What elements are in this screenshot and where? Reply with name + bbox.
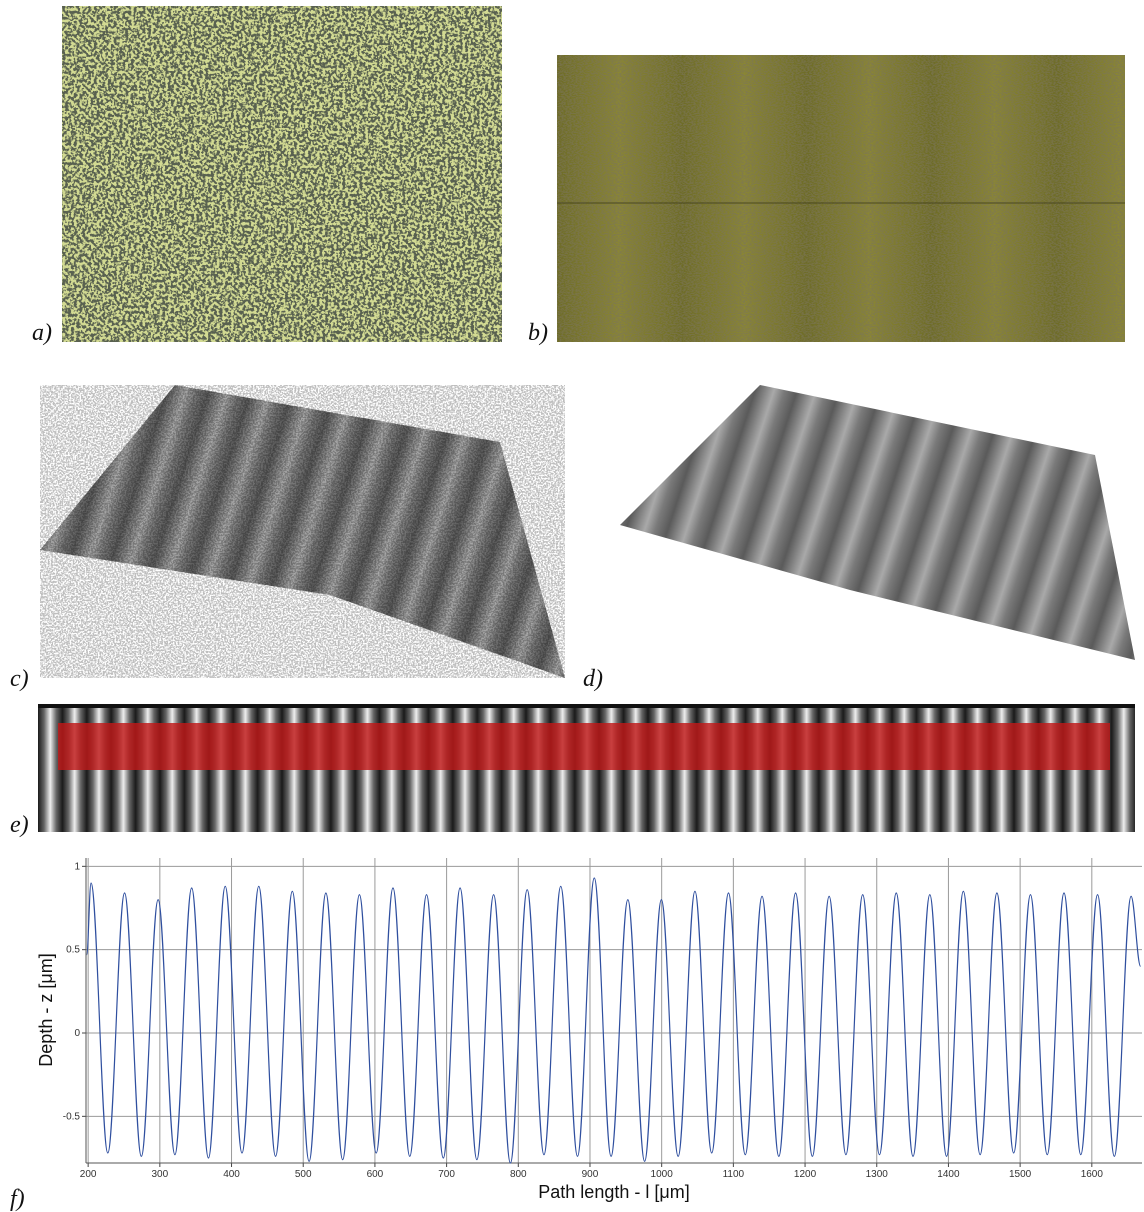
micrograph-b [557, 55, 1125, 342]
x-tick-label: 700 [438, 1169, 455, 1180]
x-tick-label: 1500 [1009, 1169, 1032, 1180]
x-tick-label: 1000 [651, 1169, 674, 1180]
stripe-image-e [38, 704, 1135, 832]
figure: a) b) c) d) e) f) Path length - l [μm] D… [0, 0, 1144, 1212]
panel-label: f) [10, 1186, 25, 1212]
panel-label: b) [528, 320, 548, 346]
panel-label: a) [32, 320, 52, 346]
x-tick-label: 600 [367, 1169, 384, 1180]
surface-3d-d [620, 385, 1135, 660]
x-tick-label: 1600 [1081, 1169, 1104, 1180]
x-tick-label: 500 [295, 1169, 312, 1180]
y-axis-label: Depth - z [μm] [36, 953, 56, 1066]
y-tick-label: 1 [74, 861, 80, 872]
x-tick-label: 1200 [794, 1169, 817, 1180]
x-tick-label: 400 [223, 1169, 240, 1180]
x-tick-label: 200 [80, 1169, 97, 1180]
x-axis-label: Path length - l [μm] [538, 1182, 689, 1202]
panel-label: c) [10, 666, 29, 692]
profile-chart: Path length - l [μm] Depth - z [μm] 200 3… [36, 858, 1142, 1202]
x-tick-label: 1100 [723, 1169, 745, 1180]
x-tick-label: 1400 [937, 1169, 960, 1180]
panel-label: d) [583, 666, 603, 692]
y-tick-label: 0.5 [66, 945, 80, 956]
micrograph-a [62, 6, 502, 342]
x-tick-label: 900 [582, 1169, 599, 1180]
surface-3d-c [40, 385, 565, 678]
y-tick-label: 0 [74, 1028, 80, 1039]
x-tick-label: 800 [510, 1169, 527, 1180]
profile-line [87, 878, 1141, 1163]
panel-label: e) [10, 812, 29, 838]
x-tick-label: 300 [151, 1169, 168, 1180]
y-tick-label: -0.5 [63, 1111, 81, 1122]
x-tick-label: 1300 [866, 1169, 889, 1180]
